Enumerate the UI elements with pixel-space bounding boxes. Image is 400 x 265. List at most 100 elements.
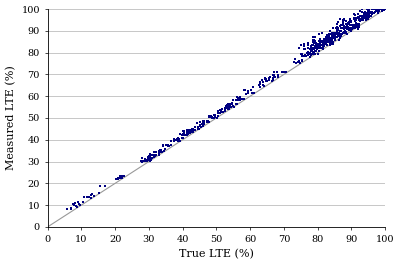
Point: [208, 116, 215, 120]
Point: [275, 73, 281, 77]
Point: [365, 17, 371, 21]
Point: [344, 27, 350, 31]
Point: [325, 37, 331, 41]
Point: [375, 7, 381, 11]
Point: [220, 110, 227, 114]
Point: [308, 46, 314, 50]
Point: [347, 19, 354, 23]
Point: [330, 35, 336, 39]
Point: [325, 35, 332, 39]
Point: [115, 176, 122, 180]
Point: [324, 35, 331, 39]
Point: [158, 147, 164, 152]
Point: [331, 33, 338, 37]
Point: [272, 75, 278, 79]
Point: [342, 29, 348, 33]
Point: [352, 13, 358, 17]
Point: [322, 38, 329, 43]
Point: [266, 76, 272, 81]
Point: [236, 98, 243, 102]
Point: [296, 46, 302, 50]
Point: [355, 18, 362, 23]
Point: [338, 23, 344, 27]
Point: [315, 51, 322, 56]
Point: [121, 174, 127, 178]
Point: [363, 18, 370, 22]
Point: [341, 17, 347, 21]
Point: [315, 39, 322, 43]
Point: [148, 153, 154, 157]
Point: [313, 44, 320, 48]
Point: [353, 16, 360, 20]
Point: [151, 153, 158, 157]
Point: [227, 105, 233, 109]
Point: [305, 53, 312, 57]
Point: [312, 52, 318, 56]
Point: [307, 55, 313, 59]
Point: [228, 101, 234, 106]
Point: [357, 17, 363, 22]
Point: [348, 23, 354, 27]
Point: [156, 153, 162, 157]
Point: [369, 12, 376, 16]
Point: [366, 14, 372, 18]
Point: [317, 37, 324, 41]
Point: [227, 102, 234, 106]
Point: [141, 158, 148, 163]
Point: [313, 42, 320, 46]
Point: [362, 12, 369, 16]
Point: [115, 177, 121, 181]
Point: [373, 7, 380, 11]
Point: [269, 76, 276, 81]
Point: [347, 23, 354, 27]
Point: [200, 122, 207, 126]
Point: [337, 17, 344, 21]
Point: [344, 26, 350, 31]
Point: [350, 26, 357, 30]
Point: [351, 17, 357, 21]
Point: [312, 45, 319, 49]
Point: [330, 35, 337, 39]
Point: [324, 33, 330, 38]
Point: [307, 47, 314, 51]
Point: [324, 40, 331, 44]
Point: [355, 16, 362, 21]
Point: [352, 19, 358, 24]
Point: [364, 14, 370, 19]
Point: [184, 128, 190, 132]
Point: [188, 130, 194, 134]
Point: [162, 147, 168, 152]
Point: [147, 155, 153, 159]
Point: [305, 43, 311, 47]
Point: [359, 7, 365, 11]
Point: [176, 138, 182, 142]
Point: [358, 16, 365, 21]
Point: [347, 17, 353, 21]
Point: [179, 136, 185, 140]
Point: [323, 41, 330, 45]
Point: [340, 16, 347, 21]
Point: [268, 78, 275, 83]
Point: [156, 149, 162, 153]
Point: [138, 159, 144, 163]
Point: [309, 48, 315, 53]
Point: [295, 60, 301, 65]
Point: [365, 10, 372, 15]
Point: [327, 29, 333, 33]
Point: [310, 50, 316, 54]
Point: [275, 75, 281, 80]
Point: [143, 158, 149, 162]
Point: [225, 107, 231, 111]
Point: [218, 109, 224, 113]
Point: [229, 101, 236, 106]
Point: [340, 18, 347, 22]
Point: [313, 41, 320, 45]
Point: [156, 150, 163, 154]
Point: [327, 43, 333, 47]
Point: [319, 40, 326, 44]
Point: [118, 174, 124, 179]
Point: [323, 35, 330, 39]
Point: [353, 21, 360, 25]
Point: [212, 115, 218, 119]
Point: [152, 150, 158, 154]
